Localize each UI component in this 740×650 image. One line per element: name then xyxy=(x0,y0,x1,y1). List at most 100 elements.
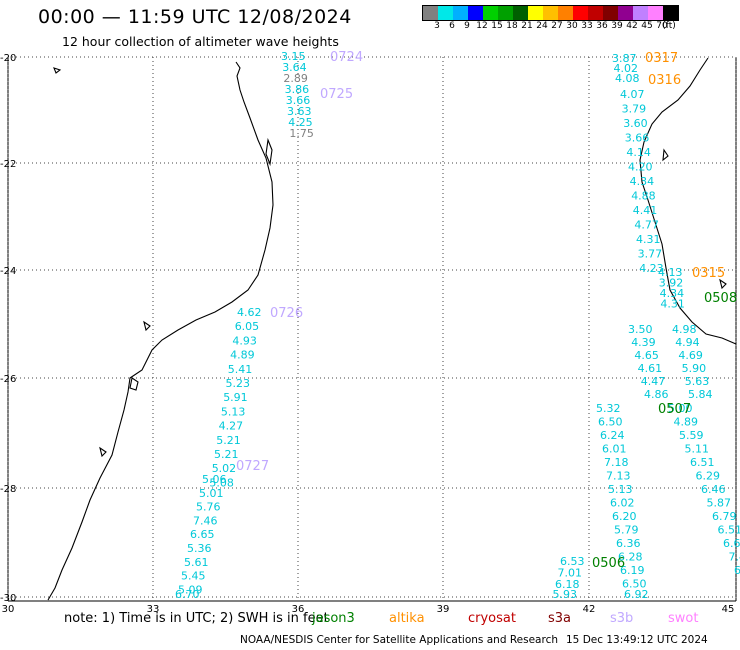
color-bar-swatch xyxy=(468,6,483,20)
swh-value: 2.89 xyxy=(283,72,308,85)
color-bar-tick: 27 xyxy=(551,21,563,31)
latitude-label: -24 xyxy=(0,266,16,277)
footer-credit: NOAA/NESDIS Center for Satellite Applica… xyxy=(240,634,558,646)
color-bar-tick: 21 xyxy=(521,21,533,31)
color-bar-tick: 3 xyxy=(434,21,440,31)
pass-time-label: 0727 xyxy=(236,459,269,474)
track-labels: 3.153.642.893.863.663.634.251.7507240725… xyxy=(175,50,740,601)
color-bar-tick: 39 xyxy=(611,21,623,31)
swh-value: 4.89 xyxy=(674,416,699,429)
swh-value: 7.01 xyxy=(558,567,583,580)
swh-value: 6.69 xyxy=(723,537,740,550)
color-bar-tick: (ft) xyxy=(662,21,676,31)
swh-value: 3.15 xyxy=(281,50,306,63)
pass-time-label: 0725 xyxy=(320,87,353,102)
page-subtitle: 12 hour collection of altimeter wave hei… xyxy=(62,34,339,49)
color-bar-tick: 12 xyxy=(476,21,488,31)
color-bar-swatch xyxy=(663,6,678,20)
color-bar-tick: 36 xyxy=(596,21,608,31)
color-bar-tick: 42 xyxy=(626,21,638,31)
swh-value: 4.14 xyxy=(626,146,651,159)
swh-value: 5.21 xyxy=(214,448,239,461)
swh-value: 4.98 xyxy=(672,323,697,336)
satellite-legend-cryosat: cryosat xyxy=(468,611,516,626)
swh-value: 5.91 xyxy=(223,391,248,404)
swh-value: 5.59 xyxy=(679,429,704,442)
swh-value: 5.93 xyxy=(553,588,578,601)
swh-value: 4.94 xyxy=(675,336,700,349)
swh-value: 6.50 xyxy=(622,578,647,591)
swh-value: 4.88 xyxy=(631,190,656,203)
pass-time-label: 0726 xyxy=(270,306,303,321)
swh-value: 5.21 xyxy=(216,434,241,447)
swh-value: 5.01 xyxy=(199,487,224,500)
swh-value: 4.31 xyxy=(636,233,661,246)
swh-value: 4.47 xyxy=(641,375,666,388)
swh-value: 4.27 xyxy=(219,420,244,433)
color-bar-tick: 33 xyxy=(581,21,593,31)
color-bar-swatch xyxy=(558,6,573,20)
swh-value: 7.46 xyxy=(193,514,218,527)
swh-value: 3.87 xyxy=(612,52,637,65)
swh-value: 4.07 xyxy=(620,88,645,101)
pass-time-label: 0506 xyxy=(592,556,625,571)
swh-value: 6.24 xyxy=(600,429,625,442)
swh-value: 4.31 xyxy=(660,298,685,311)
longitude-label: 39 xyxy=(437,604,450,615)
swh-value: 5.45 xyxy=(181,570,206,583)
swh-value: 4.34 xyxy=(660,287,685,300)
swh-value: 4.34 xyxy=(630,175,655,188)
note-text: note: 1) Time is in UTC; 2) SWH is in fe… xyxy=(64,611,329,626)
swh-value: 4.65 xyxy=(634,349,659,362)
swh-value: 5.76 xyxy=(196,501,221,514)
swh-value: 5.09 xyxy=(178,583,203,596)
swh-value: 3.92 xyxy=(659,277,684,290)
swh-value: 5.23 xyxy=(226,377,251,390)
swh-value: 3.79 xyxy=(622,103,647,116)
swh-value: 6.19 xyxy=(620,564,645,577)
swh-value: 6.70 xyxy=(175,588,200,601)
pass-time-label: 0316 xyxy=(648,73,681,88)
color-bar-tick: 45 xyxy=(641,21,653,31)
footer-timestamp: 15 Dec 13:49:12 UTC 2024 xyxy=(566,634,708,646)
swh-value: 4.39 xyxy=(631,336,656,349)
color-bar-tick: 70 xyxy=(656,21,668,31)
swh-value: 4.93 xyxy=(232,334,257,347)
color-bar-tick: 24 xyxy=(536,21,548,31)
swh-value: 6.01 xyxy=(602,443,627,456)
color-bar-tick: 9 xyxy=(464,21,470,31)
swh-value: 4.23 xyxy=(639,262,664,275)
swh-value: 3.63 xyxy=(287,105,312,118)
color-bar-swatch xyxy=(498,6,513,20)
swh-value: 5.02 xyxy=(212,462,237,475)
swh-value: 4.20 xyxy=(628,161,653,174)
swh-value: 6.51 xyxy=(690,456,715,469)
swh-value: 3.50 xyxy=(628,323,653,336)
swh-value: 4.89 xyxy=(230,349,255,362)
swh-value: 4.61 xyxy=(638,362,663,375)
swh-value: 5.90 xyxy=(682,362,707,375)
swh-value: 6.20 xyxy=(612,510,637,523)
swh-value: 5.13 xyxy=(221,405,246,418)
color-bar-swatch xyxy=(573,6,588,20)
swh-value: 5.11 xyxy=(685,443,710,456)
satellite-legend-s3b: s3b xyxy=(610,611,634,626)
swh-value: 5.87 xyxy=(707,497,732,510)
swh-value: 6.36 xyxy=(616,537,641,550)
pass-time-label: 0724 xyxy=(330,50,363,65)
color-bar-swatch xyxy=(633,6,648,20)
pass-time-label: 0317 xyxy=(645,51,678,66)
swh-value: 6.53 xyxy=(560,555,585,568)
swh-value: 5.63 xyxy=(685,375,710,388)
swh-value: 6.29 xyxy=(696,470,721,483)
latitude-label: -20 xyxy=(0,53,16,64)
swh-value: 6.65 xyxy=(190,528,215,541)
color-bar-swatch xyxy=(528,6,543,20)
swh-value: 3.66 xyxy=(286,94,311,107)
page-title: 00:00 — 11:59 UTC 12/08/2024 xyxy=(38,6,352,28)
swh-value: 4.25 xyxy=(288,116,313,129)
swh-value: 5.36 xyxy=(187,542,212,555)
swh-value: 5.00 xyxy=(668,402,693,415)
swh-value: 4.41 xyxy=(633,204,658,217)
